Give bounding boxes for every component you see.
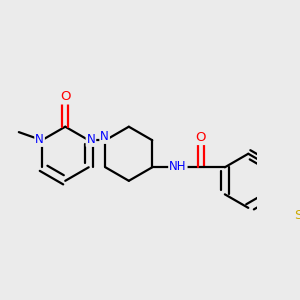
Text: O: O <box>60 91 70 103</box>
Text: NH: NH <box>169 160 187 173</box>
Text: N: N <box>35 133 44 146</box>
Text: N: N <box>87 133 95 146</box>
Text: N: N <box>100 130 109 143</box>
Text: O: O <box>196 131 206 144</box>
Text: S: S <box>294 209 300 222</box>
